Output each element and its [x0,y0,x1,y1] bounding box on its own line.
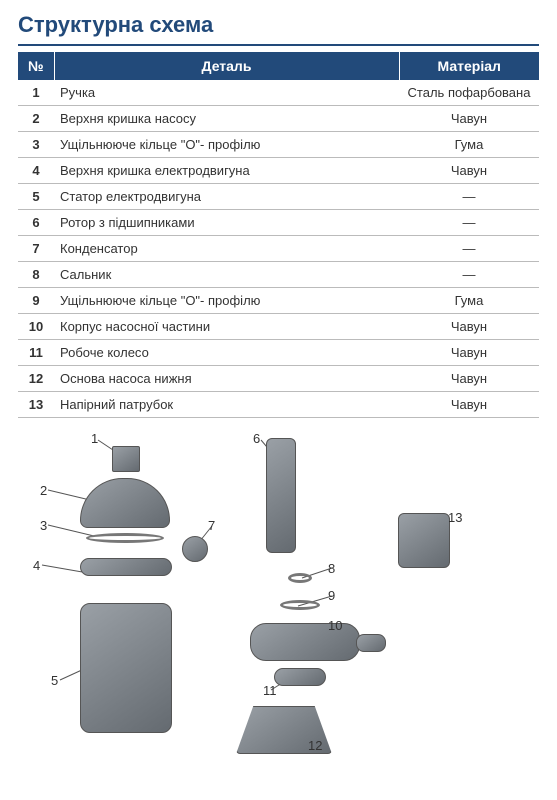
part-seal [288,573,312,583]
cell-num: 5 [18,184,54,210]
cell-num: 10 [18,314,54,340]
page-title: Структурна схема [18,12,539,46]
diagram-label-9: 9 [328,588,335,603]
cell-detail: Верхня кришка електродвигуна [54,158,399,184]
cell-material: Гума [399,132,539,158]
cell-detail: Верхня кришка насосу [54,106,399,132]
cell-num: 11 [18,340,54,366]
cell-detail: Робоче колесо [54,340,399,366]
cell-num: 1 [18,80,54,106]
part-outlet-pipe [398,513,450,568]
diagram-label-10: 10 [328,618,342,633]
cell-material: Чавун [399,158,539,184]
cell-material: Чавун [399,340,539,366]
table-row: 11Робоче колесоЧавун [18,340,539,366]
cell-num: 7 [18,236,54,262]
cell-num: 13 [18,392,54,418]
table-row: 5Статор електродвигуна— [18,184,539,210]
col-detail: Деталь [54,52,399,80]
diagram-label-4: 4 [33,558,40,573]
cell-detail: Корпус насосної частини [54,314,399,340]
cell-material: Чавун [399,314,539,340]
part-pump-housing [250,623,360,661]
col-num: № [18,52,54,80]
cell-num: 3 [18,132,54,158]
diagram-label-8: 8 [328,561,335,576]
cell-detail: Основа насоса нижня [54,366,399,392]
cell-material: Гума [399,288,539,314]
cell-num: 9 [18,288,54,314]
cell-detail: Конденсатор [54,236,399,262]
diagram-label-13: 13 [448,510,462,525]
part-o-ring-1 [86,533,164,543]
table-row: 6Ротор з підшипниками— [18,210,539,236]
part-impeller [274,668,326,686]
diagram-label-11: 11 [263,683,277,698]
table-row: 13Напірний патрубокЧавун [18,392,539,418]
table-row: 8Сальник— [18,262,539,288]
cell-num: 2 [18,106,54,132]
cell-num: 8 [18,262,54,288]
table-row: 1РучкаСталь пофарбована [18,80,539,106]
cell-detail: Напірний патрубок [54,392,399,418]
cell-num: 4 [18,158,54,184]
exploded-diagram: 12345678910111213 [18,428,538,773]
cell-detail: Статор електродвигуна [54,184,399,210]
part-capacitor [182,536,208,562]
cell-num: 12 [18,366,54,392]
cell-detail: Ущільнююче кільце "О"- профілю [54,288,399,314]
table-row: 7Конденсатор— [18,236,539,262]
col-material: Матеріал [399,52,539,80]
table-row: 4Верхня кришка електродвигунаЧавун [18,158,539,184]
table-row: 12Основа насоса нижняЧавун [18,366,539,392]
part-motor-cover [80,558,172,576]
part-housing-outlet [356,634,386,652]
cell-num: 6 [18,210,54,236]
diagram-label-1: 1 [91,431,98,446]
cell-material: — [399,210,539,236]
cell-material: — [399,236,539,262]
part-rotor [266,438,296,553]
cell-detail: Сальник [54,262,399,288]
table-row: 10Корпус насосної частиниЧавун [18,314,539,340]
table-row: 3Ущільнююче кільце "О"- профілюГума [18,132,539,158]
part-stator-body [80,603,172,733]
diagram-label-5: 5 [51,673,58,688]
cell-material: Чавун [399,106,539,132]
diagram-label-7: 7 [208,518,215,533]
cell-detail: Ручка [54,80,399,106]
diagram-label-3: 3 [40,518,47,533]
part-handle [112,446,140,472]
table-row: 2Верхня кришка насосуЧавун [18,106,539,132]
cell-material: Чавун [399,366,539,392]
diagram-label-2: 2 [40,483,47,498]
part-o-ring-2 [280,600,320,610]
diagram-label-6: 6 [253,431,260,446]
cell-material: Сталь пофарбована [399,80,539,106]
cell-detail: Ущільнююче кільце "О"- профілю [54,132,399,158]
parts-table: № Деталь Матеріал 1РучкаСталь пофарбован… [18,52,539,418]
cell-material: — [399,184,539,210]
part-top-cover [80,478,170,528]
cell-material: — [399,262,539,288]
cell-material: Чавун [399,392,539,418]
cell-detail: Ротор з підшипниками [54,210,399,236]
diagram-label-12: 12 [308,738,322,753]
table-row: 9Ущільнююче кільце "О"- профілюГума [18,288,539,314]
